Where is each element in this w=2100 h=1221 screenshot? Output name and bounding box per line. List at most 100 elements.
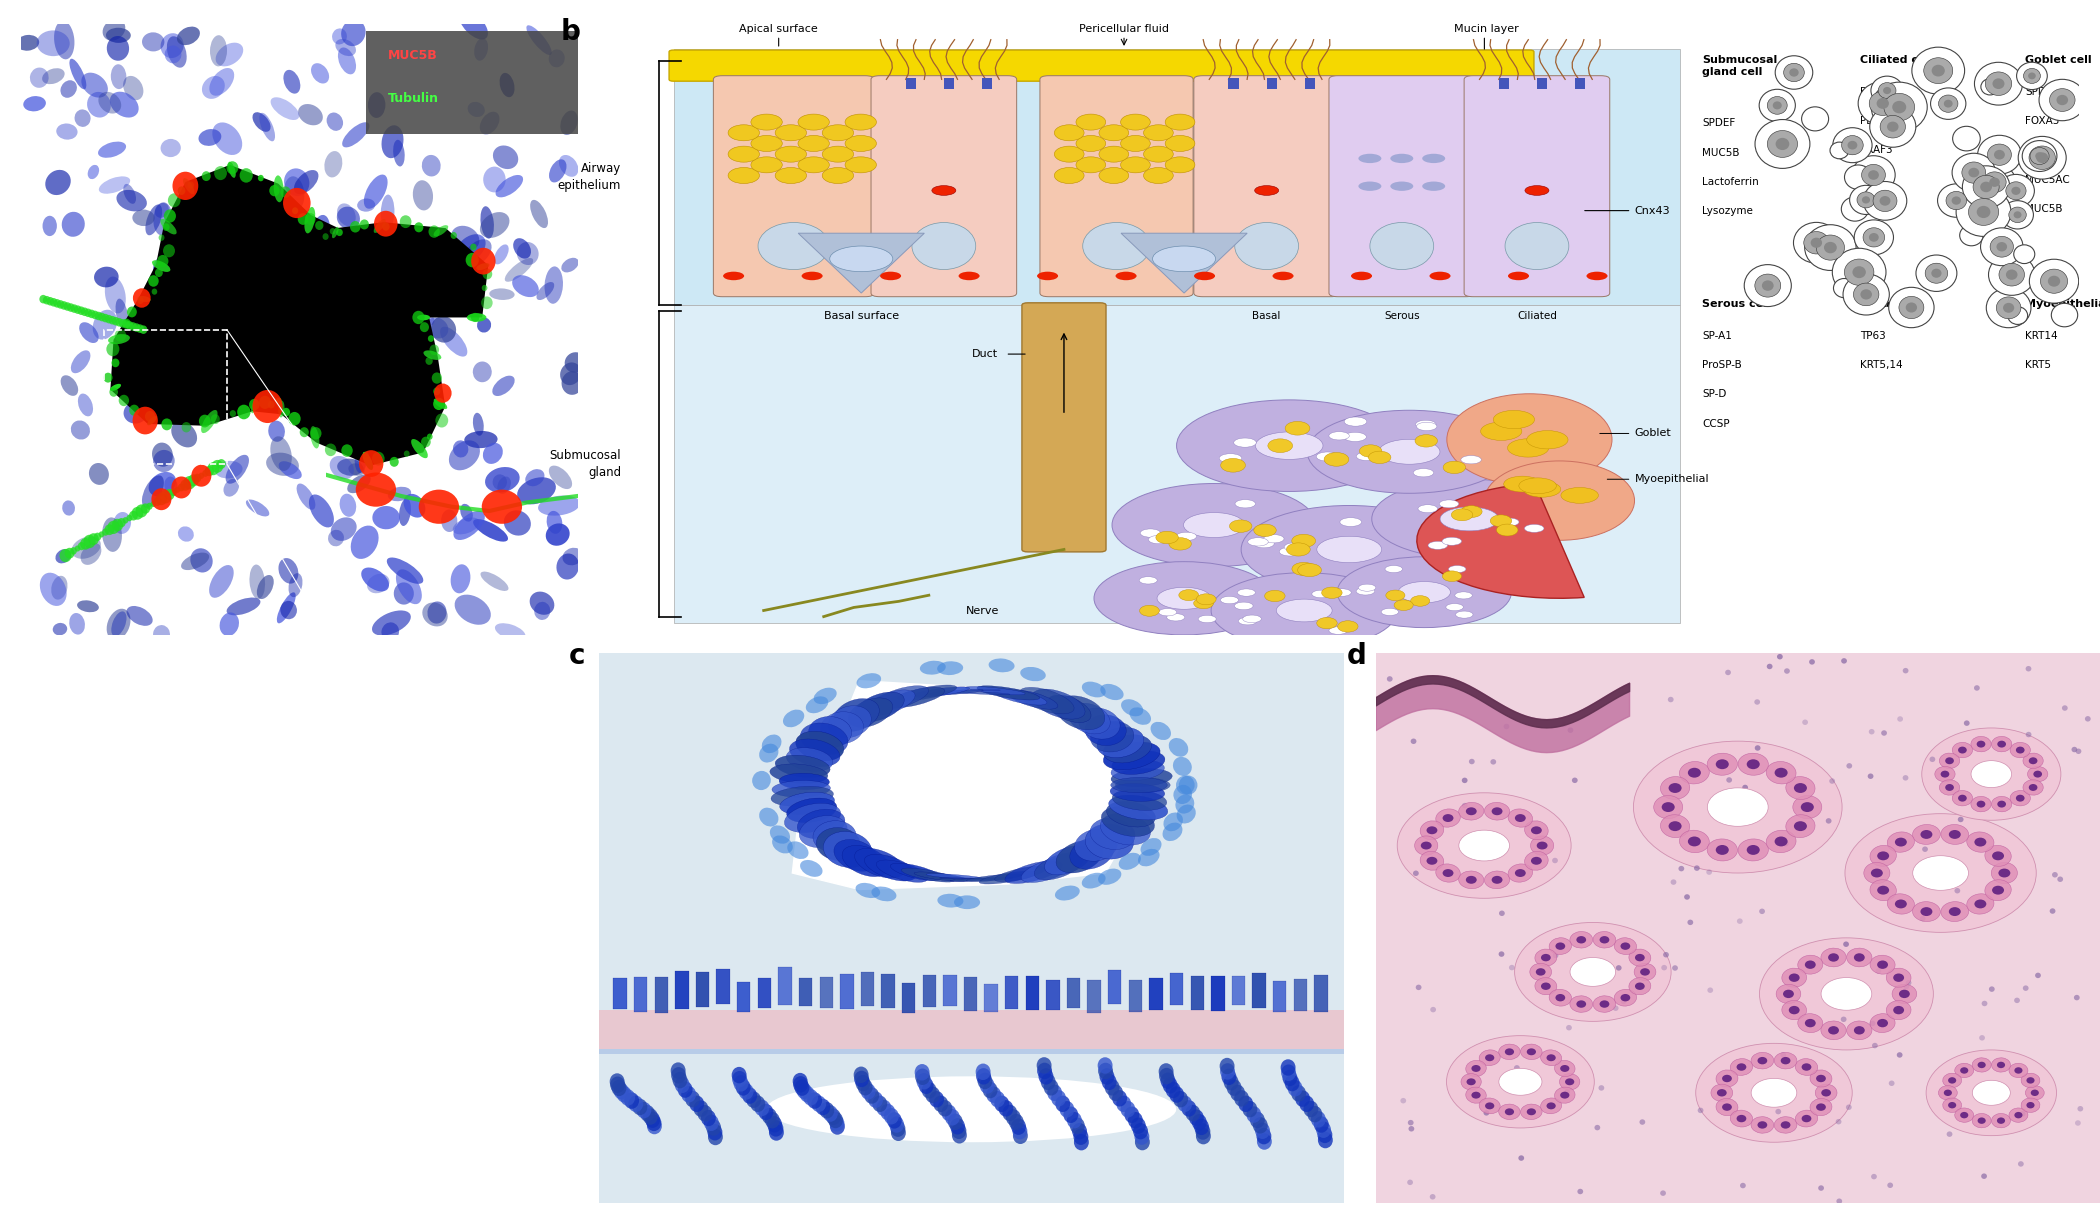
Bar (695, 972, 710, 1006)
Ellipse shape (220, 171, 244, 190)
Text: KRT14: KRT14 (2024, 331, 2058, 341)
Ellipse shape (252, 112, 271, 132)
Bar (1273, 980, 1287, 1012)
Ellipse shape (1073, 1123, 1088, 1139)
Ellipse shape (468, 101, 485, 117)
Circle shape (94, 532, 101, 541)
Ellipse shape (1067, 1112, 1082, 1128)
Ellipse shape (1195, 1128, 1212, 1144)
Circle shape (1390, 154, 1413, 164)
Circle shape (212, 460, 223, 473)
Circle shape (1959, 225, 1982, 245)
Ellipse shape (273, 176, 284, 203)
Circle shape (1825, 242, 1838, 253)
Ellipse shape (300, 264, 315, 283)
Circle shape (174, 487, 181, 493)
Ellipse shape (1896, 1053, 1903, 1057)
Ellipse shape (733, 1071, 748, 1088)
Ellipse shape (1709, 807, 1714, 812)
Circle shape (1357, 587, 1376, 595)
Ellipse shape (105, 28, 130, 43)
Circle shape (160, 490, 172, 503)
Ellipse shape (2075, 748, 2081, 755)
Circle shape (88, 534, 99, 545)
Ellipse shape (454, 518, 479, 535)
Ellipse shape (1506, 222, 1569, 270)
Ellipse shape (1493, 410, 1535, 429)
Ellipse shape (1825, 818, 1831, 824)
Ellipse shape (800, 723, 848, 755)
Ellipse shape (376, 393, 395, 413)
Ellipse shape (1420, 851, 1445, 871)
Ellipse shape (1472, 1065, 1480, 1072)
Ellipse shape (934, 690, 1000, 691)
Ellipse shape (279, 601, 296, 619)
Ellipse shape (565, 352, 586, 372)
Circle shape (202, 171, 210, 181)
Ellipse shape (351, 291, 368, 311)
Ellipse shape (1707, 753, 1737, 775)
Circle shape (151, 488, 172, 510)
Circle shape (1455, 592, 1472, 600)
Ellipse shape (979, 871, 1037, 884)
Ellipse shape (2029, 767, 2048, 781)
Text: AGR2: AGR2 (2024, 145, 2054, 155)
Ellipse shape (788, 841, 808, 860)
Ellipse shape (1163, 823, 1182, 841)
Circle shape (1279, 547, 1302, 556)
Ellipse shape (1462, 803, 1468, 808)
Ellipse shape (901, 868, 956, 882)
Circle shape (433, 387, 441, 396)
Ellipse shape (36, 31, 69, 56)
Circle shape (2056, 95, 2068, 105)
Ellipse shape (424, 350, 441, 360)
Ellipse shape (1974, 838, 1987, 846)
Ellipse shape (1514, 1065, 1520, 1071)
Circle shape (1422, 154, 1445, 164)
Circle shape (1745, 265, 1791, 306)
Ellipse shape (1222, 1068, 1237, 1085)
Circle shape (1905, 303, 1917, 313)
Ellipse shape (1111, 751, 1166, 774)
Circle shape (1243, 615, 1262, 623)
Circle shape (483, 269, 491, 280)
Ellipse shape (926, 1087, 941, 1103)
Ellipse shape (1984, 879, 2012, 901)
Ellipse shape (1430, 1007, 1436, 1012)
Ellipse shape (827, 1112, 842, 1128)
Ellipse shape (1680, 830, 1709, 852)
Ellipse shape (1754, 700, 1760, 705)
Ellipse shape (80, 543, 101, 565)
Ellipse shape (1877, 851, 1890, 861)
Ellipse shape (1109, 795, 1168, 821)
Ellipse shape (798, 136, 830, 151)
Circle shape (1987, 144, 2012, 165)
Ellipse shape (1485, 802, 1510, 821)
Ellipse shape (1098, 1057, 1113, 1073)
Ellipse shape (412, 440, 428, 458)
Ellipse shape (1109, 1084, 1124, 1101)
Ellipse shape (260, 112, 275, 142)
Ellipse shape (42, 68, 65, 84)
Ellipse shape (1491, 807, 1502, 816)
Circle shape (1869, 170, 1880, 179)
Ellipse shape (834, 698, 880, 731)
Circle shape (168, 193, 181, 208)
Ellipse shape (1407, 1179, 1413, 1186)
Ellipse shape (1508, 864, 1533, 882)
Ellipse shape (628, 1095, 643, 1112)
Circle shape (1793, 222, 1840, 264)
Circle shape (1399, 581, 1451, 603)
Circle shape (1359, 182, 1382, 190)
Ellipse shape (1113, 790, 1168, 811)
Ellipse shape (355, 444, 368, 473)
Circle shape (128, 404, 139, 416)
Ellipse shape (1510, 965, 1514, 971)
Ellipse shape (1504, 724, 1510, 729)
Circle shape (78, 542, 86, 551)
Ellipse shape (806, 1093, 821, 1109)
Ellipse shape (1663, 952, 1670, 957)
Bar (943, 976, 958, 1006)
Ellipse shape (1942, 1073, 1961, 1088)
Ellipse shape (624, 1093, 638, 1109)
